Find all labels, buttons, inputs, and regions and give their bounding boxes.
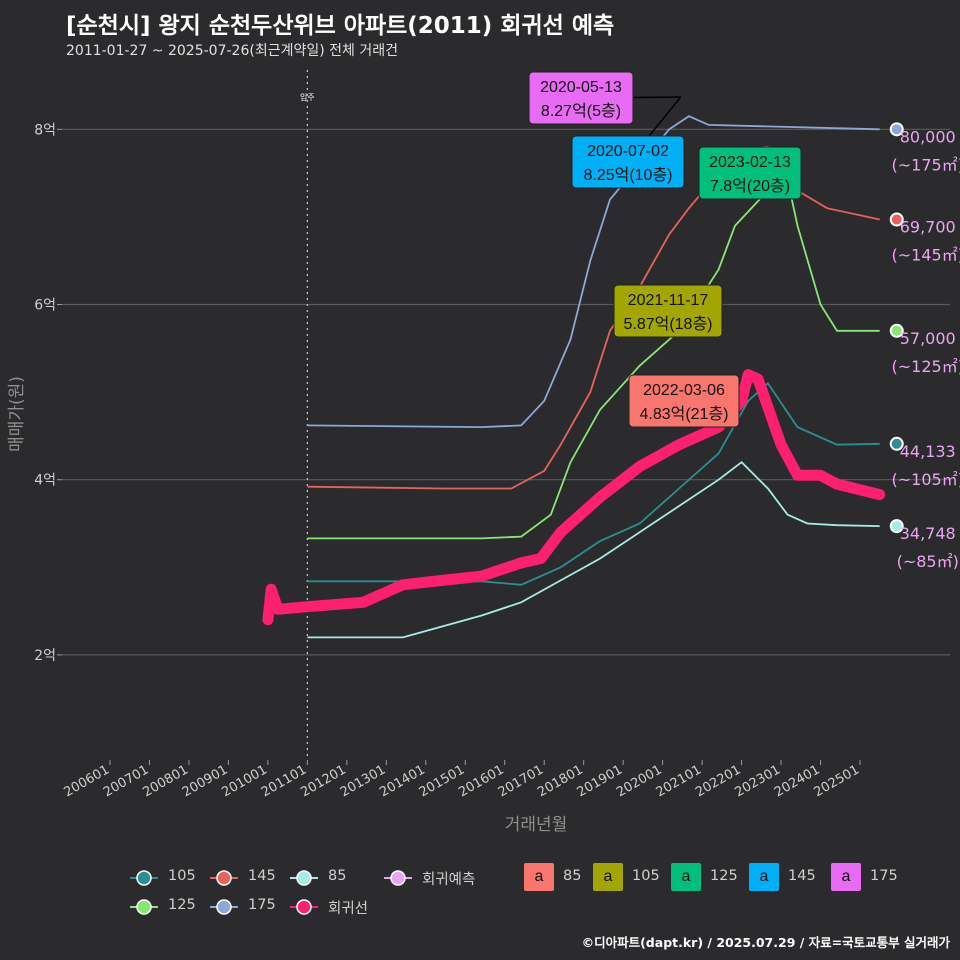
endpoint-area-125: (~125㎡): [892, 357, 960, 376]
max-label-price-85: 4.83억(21층): [639, 405, 728, 423]
legend-label-회귀예측: 회귀예측: [422, 872, 476, 888]
endpoint-price-125: 57,000: [900, 329, 956, 348]
legend-key-dot-105: [136, 870, 152, 886]
max-label-price-125: 7.8억(20층): [710, 177, 790, 195]
endpoint-125: [889, 323, 904, 338]
legend-box-85: a: [524, 863, 554, 891]
source-caption: ©디아파트(dapt.kr) / 2025.07.29 / 자료=국토교통부 실…: [581, 935, 950, 950]
chart-subtitle: 2011-01-27 ~ 2025-07-26(최근계약일) 전체 거래건: [66, 43, 398, 59]
series-line-175: [307, 115, 880, 429]
legend-box-145: a: [749, 863, 779, 891]
endpoint-105: [889, 436, 904, 451]
y-axis-title: 매매가(원): [7, 376, 27, 452]
plot-panel: [62, 68, 950, 760]
endpoint-area-85: (~85㎡): [897, 552, 959, 571]
legend-box-label-105: 105: [632, 868, 660, 884]
regression-line: [262, 369, 886, 626]
max-label-date-145: 2020-07-02: [587, 143, 669, 160]
max-label-box-175: [528, 71, 634, 125]
legend-box-175: a: [831, 863, 861, 891]
y-tick-label: 8억: [34, 122, 56, 138]
max-label-box-125: [698, 146, 802, 200]
legend-label-105: 105: [168, 868, 196, 884]
max-label-date-175: 2020-05-13: [540, 79, 622, 96]
legend-box-125: a: [671, 863, 701, 891]
max-label-price-175: 8.27억(5층): [541, 102, 621, 120]
x-tick-label: 202501: [812, 762, 862, 800]
y-tick-label: 4억: [34, 473, 56, 489]
endpoint-price-175: 80,000: [900, 127, 956, 146]
legend-box-label-125: 125: [710, 868, 738, 884]
series-line-85: [307, 461, 880, 639]
y-tick-label: 6억: [34, 298, 56, 314]
endpoint-price-145: 69,700: [900, 218, 956, 237]
legend-label-85: 85: [328, 868, 347, 884]
max-label-box-145: [571, 135, 685, 189]
max-label-price-105: 5.87억(18층): [623, 315, 712, 333]
max-label-box-85: [628, 374, 740, 428]
max-label-date-105: 2021-11-17: [628, 292, 709, 309]
legend-key-dot-175: [216, 899, 232, 915]
legend-key-dot-회귀선: [296, 899, 312, 915]
legend-key-dot-125: [136, 899, 152, 915]
legend-box-label-85: 85: [563, 868, 582, 884]
legend-label-회귀선: 회귀선: [328, 901, 369, 917]
legend-key-dot-회귀예측: [390, 870, 406, 886]
legend-box-label-175: 175: [870, 868, 898, 884]
legend-label-125: 125: [168, 897, 196, 913]
max-label-price-145: 8.25억(10층): [583, 166, 672, 184]
endpoint-price-85: 34,748: [900, 524, 956, 543]
endpoint-price-105: 44,133: [900, 442, 956, 461]
max-label-box-105: [613, 284, 723, 338]
series-line-105: [307, 381, 880, 586]
max-label-date-85: 2022-03-06: [643, 382, 725, 399]
legend-key-dot-145: [216, 870, 232, 886]
y-tick-label: 2억: [34, 648, 56, 664]
endpoint-area-105: (~105㎡): [892, 470, 960, 489]
chart-title: [순천시] 왕지 순천두산위브 아파트(2011) 회귀선 예측: [66, 13, 615, 39]
endpoint-area-145: (~145㎡): [892, 246, 960, 265]
endpoint-145: [889, 212, 904, 227]
max-label-date-125: 2023-02-13: [709, 154, 791, 171]
legend-box-label-145: 145: [788, 868, 816, 884]
legend-label-145: 145: [248, 868, 276, 884]
endpoint-area-175: (~175㎡): [892, 155, 960, 174]
legend-key-dot-85: [296, 870, 312, 886]
legend-box-105: a: [593, 863, 623, 891]
legend-label-175: 175: [248, 897, 276, 913]
endpoint-85: [889, 519, 904, 534]
move-in-label: 입주: [300, 93, 315, 102]
x-axis-title: 거래년월: [505, 815, 568, 835]
endpoint-175: [889, 122, 904, 137]
